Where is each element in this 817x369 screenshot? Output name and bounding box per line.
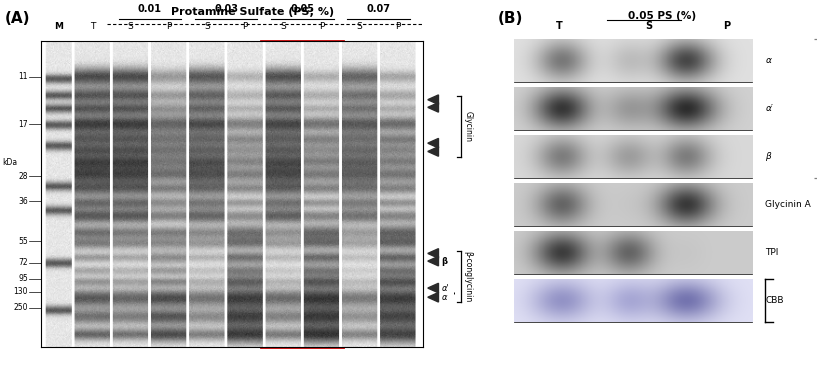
- Text: β: β: [766, 152, 771, 161]
- Text: 130: 130: [14, 287, 29, 296]
- Text: S: S: [280, 23, 286, 31]
- Polygon shape: [428, 146, 439, 156]
- Text: P: P: [395, 23, 400, 31]
- Text: S: S: [357, 23, 363, 31]
- Bar: [514, 87, 752, 130]
- Text: 36: 36: [19, 197, 29, 206]
- Text: 250: 250: [14, 303, 29, 312]
- Text: S: S: [204, 23, 210, 31]
- Text: S: S: [645, 21, 653, 31]
- Text: 55: 55: [19, 237, 29, 246]
- Text: kDa: kDa: [2, 158, 17, 167]
- Text: Glycinin: Glycinin: [463, 111, 472, 142]
- Text: α: α: [441, 293, 447, 302]
- Text: S: S: [127, 23, 133, 31]
- Bar: [514, 39, 752, 82]
- Text: 0.01: 0.01: [138, 4, 162, 14]
- Text: P: P: [319, 23, 324, 31]
- Text: P: P: [723, 21, 730, 31]
- Text: P: P: [166, 23, 172, 31]
- Text: α': α': [441, 283, 449, 293]
- Text: (A): (A): [5, 11, 30, 26]
- Text: α: α: [766, 56, 771, 65]
- Bar: [514, 135, 752, 178]
- Text: M: M: [55, 23, 64, 31]
- Text: 0.05 PS (%): 0.05 PS (%): [628, 11, 696, 21]
- Text: β: β: [441, 256, 448, 266]
- Text: P: P: [243, 23, 248, 31]
- Text: CBB: CBB: [766, 296, 784, 305]
- Text: Glycinin A: Glycinin A: [766, 200, 811, 209]
- Text: TPI: TPI: [766, 248, 779, 257]
- Bar: [514, 279, 752, 322]
- Text: Protamine Sulfate (PS; %): Protamine Sulfate (PS; %): [172, 7, 334, 17]
- Polygon shape: [428, 138, 439, 148]
- Text: 11: 11: [19, 72, 29, 81]
- Text: 72: 72: [19, 258, 29, 267]
- Polygon shape: [428, 256, 439, 266]
- Polygon shape: [428, 103, 439, 112]
- Text: β-conglycinin: β-conglycinin: [463, 251, 472, 303]
- Text: T: T: [90, 23, 96, 31]
- Text: 28: 28: [19, 172, 29, 181]
- Text: 95: 95: [19, 275, 29, 283]
- Polygon shape: [428, 293, 439, 302]
- Text: 0.07: 0.07: [367, 4, 391, 14]
- Polygon shape: [428, 283, 439, 293]
- Text: T: T: [556, 21, 562, 31]
- Bar: [514, 183, 752, 226]
- Text: 0.03: 0.03: [214, 4, 238, 14]
- Text: α′: α′: [766, 104, 773, 113]
- Polygon shape: [428, 249, 439, 258]
- Text: (B): (B): [498, 11, 523, 26]
- Bar: [514, 231, 752, 274]
- Text: 0.05: 0.05: [290, 4, 315, 14]
- Text: 17: 17: [19, 120, 29, 129]
- Polygon shape: [428, 95, 439, 104]
